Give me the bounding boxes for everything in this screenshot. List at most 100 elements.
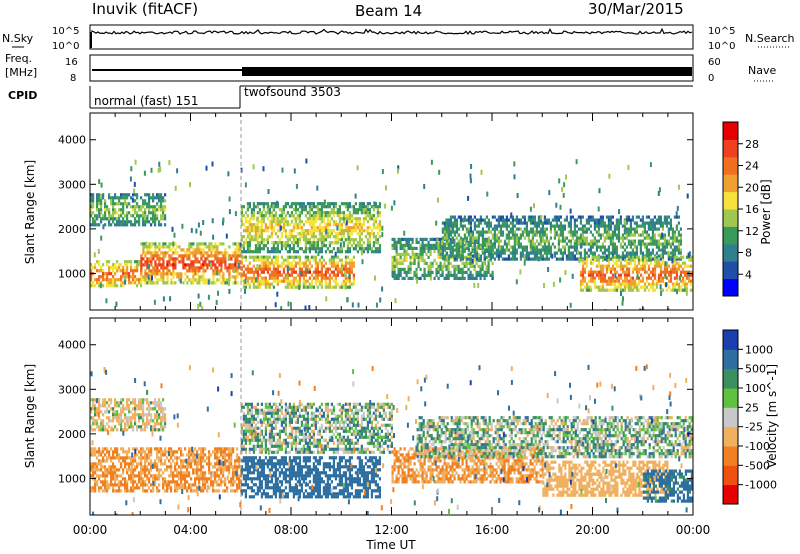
- power-cell: [603, 236, 606, 240]
- power-cell: [445, 233, 448, 237]
- power-cell: [633, 279, 637, 283]
- power-cell: [615, 285, 619, 289]
- power-cell: [280, 273, 283, 277]
- power-cell: [256, 250, 259, 254]
- velocity-cell: [200, 477, 203, 481]
- power-cell: [671, 288, 675, 292]
- power-cell: [154, 205, 157, 209]
- power-cell: [248, 267, 251, 271]
- power-scatter-cell: [453, 238, 456, 244]
- velocity-cell: [128, 468, 131, 472]
- power-cell: [625, 230, 628, 234]
- power-cell: [326, 247, 329, 251]
- power-cell: [234, 269, 237, 273]
- power-cell: [90, 284, 93, 288]
- power-cell: [174, 242, 177, 246]
- power-cell: [320, 255, 323, 259]
- power-cell: [254, 235, 257, 239]
- power-cell: [509, 251, 512, 255]
- power-cell: [551, 218, 554, 222]
- power-cell: [184, 266, 187, 270]
- power-cell: [362, 229, 365, 233]
- power-cell: [475, 239, 478, 243]
- velocity-cell: [164, 468, 167, 472]
- power-scatter-cell: [477, 282, 480, 288]
- velocity-cell: [112, 486, 115, 490]
- power-cell: [214, 251, 217, 255]
- velocity-cell: [126, 483, 129, 487]
- power-cell: [272, 267, 275, 271]
- power-cell: [465, 242, 468, 246]
- power-cell: [164, 245, 167, 249]
- power-cell: [643, 230, 646, 234]
- power-cell: [583, 251, 586, 255]
- power-cell: [170, 263, 173, 267]
- power-cell: [318, 217, 321, 221]
- power-cell: [669, 218, 672, 222]
- power-cell: [268, 223, 271, 227]
- power-cell: [318, 270, 321, 274]
- power-cell: [378, 220, 381, 224]
- power-cell: [174, 260, 177, 264]
- power-cell: [362, 250, 365, 254]
- power-cell: [415, 246, 418, 250]
- power-cell: [160, 196, 163, 200]
- power-cell: [234, 263, 237, 267]
- power-cell: [639, 258, 643, 262]
- power-cell: [405, 243, 408, 247]
- velocity-cell: [158, 456, 161, 460]
- power-cell: [629, 285, 633, 289]
- power-cell: [122, 202, 125, 206]
- power-cell: [288, 232, 291, 236]
- power-cell: [248, 250, 251, 254]
- power-cell: [360, 238, 363, 242]
- power-cell: [290, 235, 293, 239]
- power-cell: [533, 215, 536, 219]
- velocity-cell: [192, 450, 195, 454]
- power-cell: [302, 208, 305, 212]
- power-cell: [262, 220, 265, 224]
- power-cell: [449, 230, 452, 234]
- power-cell: [653, 261, 657, 265]
- power-cell: [138, 260, 141, 264]
- velocity-cell: [158, 447, 161, 451]
- power-cell: [190, 245, 193, 249]
- power-cell: [300, 211, 303, 215]
- power-scatter-cell: [620, 291, 622, 296]
- power-cell: [617, 258, 621, 262]
- power-cell: [262, 261, 265, 265]
- power-cell: [126, 275, 129, 279]
- velocity-cell: [130, 480, 133, 484]
- power-cell: [459, 218, 462, 222]
- power-cell: [535, 245, 538, 249]
- power-cell: [629, 245, 632, 249]
- power-cell: [354, 202, 357, 206]
- power-cell: [278, 214, 281, 218]
- power-cell: [344, 229, 347, 233]
- velocity-cell: [136, 483, 139, 487]
- power-cell: [184, 251, 187, 255]
- power-cell: [447, 254, 450, 258]
- power-cell: [417, 276, 420, 280]
- power-cell: [563, 245, 566, 249]
- cpid-mode-normal: normal (fast) 151: [94, 94, 198, 108]
- power-scatter-cell: [394, 298, 397, 304]
- power-scatter-cell: [336, 225, 339, 231]
- power-cell: [483, 248, 486, 252]
- power-cell: [467, 267, 470, 271]
- power-cell: [324, 235, 327, 239]
- power-cell: [657, 218, 660, 222]
- power-scatter-cell: [354, 193, 357, 199]
- power-cell: [603, 251, 606, 255]
- power-cell: [338, 226, 341, 230]
- power-cell: [669, 273, 673, 277]
- velocity-cell: [108, 486, 111, 490]
- power-cell: [204, 257, 207, 261]
- power-scatter-cell: [276, 200, 279, 206]
- power-cell: [206, 281, 209, 285]
- power-cell: [421, 255, 424, 259]
- power-cell: [188, 257, 191, 261]
- power-cell: [577, 236, 580, 240]
- power-cell: [252, 211, 255, 215]
- velocity-cell: [108, 450, 111, 454]
